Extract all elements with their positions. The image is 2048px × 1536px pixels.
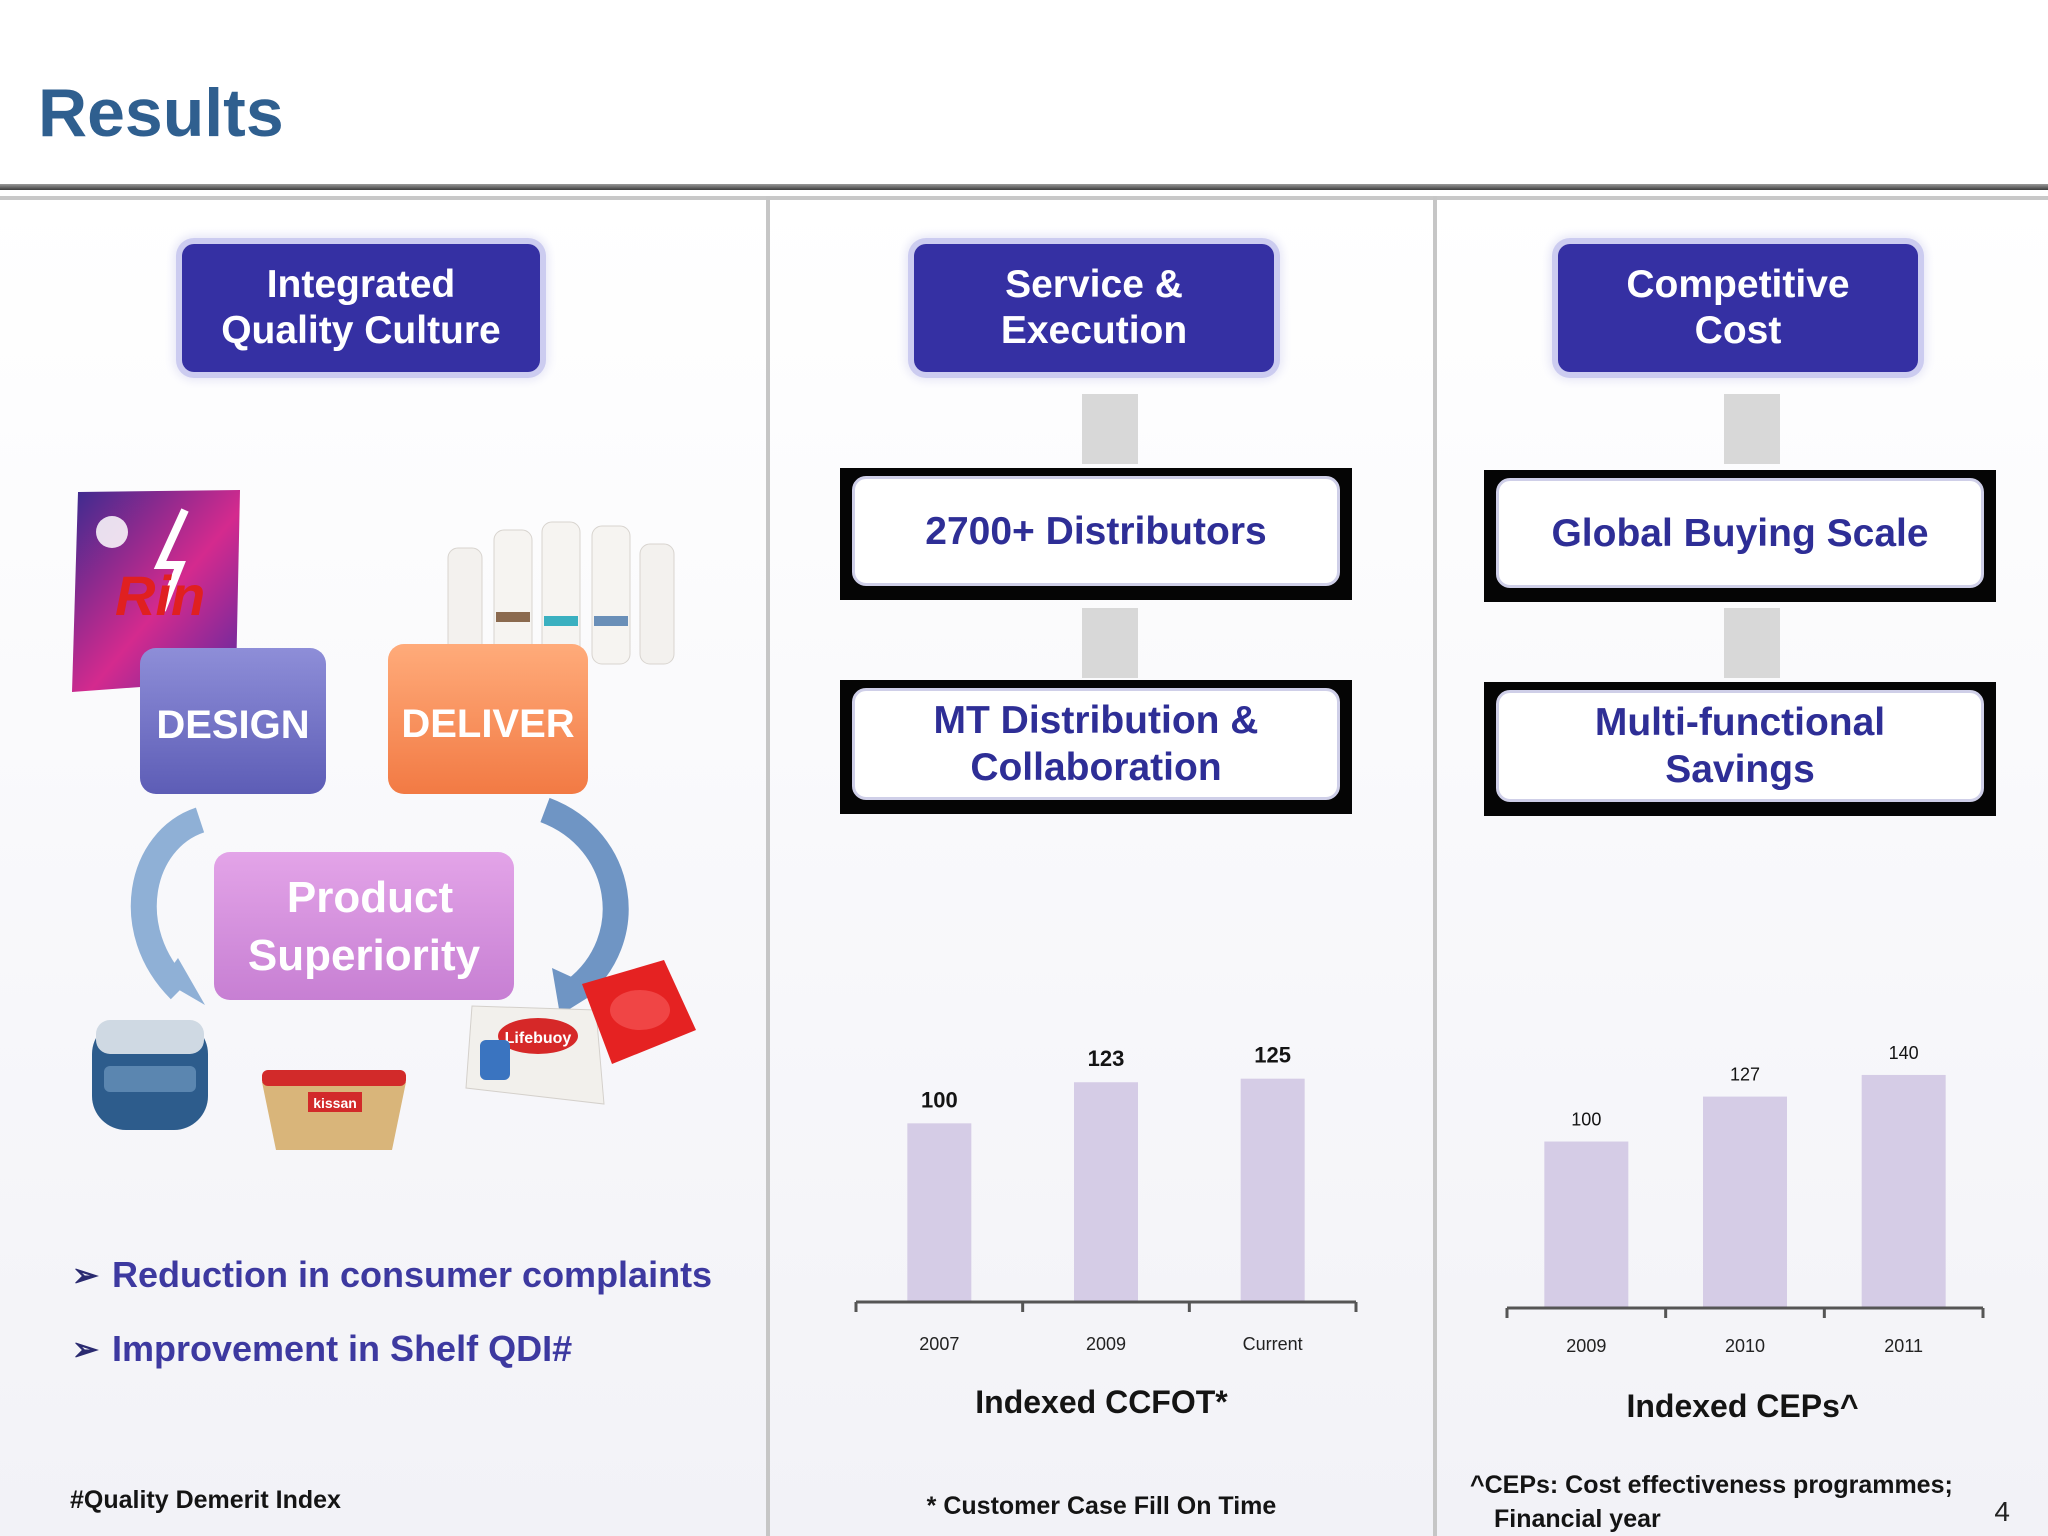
product-superiority-box: Product Superiority xyxy=(214,852,514,1000)
title-rule-light xyxy=(0,196,2048,200)
design-box: DESIGN xyxy=(140,648,326,794)
bar xyxy=(1240,1078,1305,1302)
x-tick-label: 2009 xyxy=(1566,1336,1606,1356)
kissan-tub-icon: kissan xyxy=(262,1070,406,1150)
bullet-text: Improvement in Shelf QDI# xyxy=(112,1328,573,1369)
x-tick-label: 2007 xyxy=(919,1334,959,1354)
cycle-arrow-right-icon xyxy=(539,797,629,1001)
deliver-box: DELIVER xyxy=(388,644,588,794)
title-rule xyxy=(0,184,2048,190)
global-buying-label: Global Buying Scale xyxy=(1551,511,1929,555)
ccfot-chart-title: Indexed CCFOT* xyxy=(975,1384,1228,1420)
lifebuoy-soap-icon: Lifebuoy xyxy=(465,960,696,1105)
data-label: 125 xyxy=(1254,1043,1291,1068)
x-tick-label: 2011 xyxy=(1884,1336,1923,1356)
column-divider-1 xyxy=(766,196,770,1536)
service-footnote: * Customer Case Fill On Time xyxy=(926,1492,1277,1520)
bar xyxy=(1544,1141,1629,1308)
quality-footnote: #Quality Demerit Index xyxy=(70,1486,341,1514)
product-superiority-line-2: Superiority xyxy=(248,931,481,980)
slide-title: Results xyxy=(38,75,284,151)
ceps-chart-svg: 100 2009 127 2010 140 2011 xyxy=(1505,1043,1985,1356)
arrow-bullet-icon: ➢ xyxy=(72,1257,99,1293)
distributors-box: 2700+ Distributors xyxy=(840,468,1352,600)
ceps-chart-title: Indexed CEPs^ xyxy=(1626,1388,1859,1424)
cost-header-line-2: Cost xyxy=(1694,309,1782,352)
cost-header-line-1: Competitive xyxy=(1626,263,1850,306)
shampoo-bottles-icon xyxy=(447,521,675,665)
service-header: Service & Execution xyxy=(914,244,1274,372)
x-tick-label: Current xyxy=(1243,1334,1303,1354)
mt-distribution-box: MT Distribution & Collaboration xyxy=(840,680,1352,814)
kissan-logo-text: kissan xyxy=(313,1095,357,1111)
bullet-item: ➢ Improvement in Shelf QDI# xyxy=(72,1312,712,1386)
cost-footnote-line-2: Financial year xyxy=(1494,1505,1661,1533)
x-tick-label: 2009 xyxy=(1086,1334,1126,1354)
data-label: 127 xyxy=(1730,1065,1760,1085)
quality-header: Integrated Quality Culture xyxy=(182,244,540,372)
lifebuoy-logo-text: Lifebuoy xyxy=(505,1030,572,1047)
bullet-item: ➢ Reduction in consumer complaints xyxy=(72,1238,712,1312)
bar xyxy=(1861,1074,1946,1308)
rin-pack-icon: Rin xyxy=(72,490,240,692)
x-tick-label: 2010 xyxy=(1725,1336,1765,1356)
ccfot-chart: 100 2007 123 2009 125 Current xyxy=(770,960,1433,1380)
cost-connector-2 xyxy=(1724,608,1780,678)
cost-footnote: ^CEPs: Cost effectiveness programmes; Fi… xyxy=(1470,1468,1953,1536)
vaseline-jar-icon xyxy=(92,1020,208,1130)
deliver-label: DELIVER xyxy=(401,702,574,746)
cost-footnote-line-1: ^CEPs: Cost effectiveness programmes; xyxy=(1470,1471,1953,1499)
service-connector-1 xyxy=(1082,394,1138,464)
mt-distribution-line-2: Collaboration xyxy=(970,746,1222,789)
data-label: 123 xyxy=(1088,1046,1125,1071)
bar xyxy=(1703,1096,1787,1308)
quality-results-list: ➢ Reduction in consumer complaints ➢ Imp… xyxy=(72,1238,712,1386)
arrow-bullet-icon: ➢ xyxy=(72,1331,99,1367)
cost-connector-1 xyxy=(1724,394,1780,464)
multi-functional-line-1: Multi-functional xyxy=(1594,701,1886,744)
service-header-line-2: Execution xyxy=(1000,309,1188,352)
ccfot-chart-svg: 100 2007 123 2009 125 Current xyxy=(854,1043,1358,1354)
global-buying-box: Global Buying Scale xyxy=(1484,470,1996,602)
page-number: 4 xyxy=(1994,1496,2010,1527)
cycle-arrow-left-icon xyxy=(130,807,205,1000)
design-label: DESIGN xyxy=(156,703,309,747)
distributors-label: 2700+ Distributors xyxy=(925,509,1267,553)
product-superiority-line-1: Product xyxy=(287,873,454,922)
bar xyxy=(1074,1082,1138,1302)
service-header-line-1: Service & xyxy=(1005,263,1183,306)
bullet-text: Reduction in consumer complaints xyxy=(112,1254,713,1295)
quality-header-line-1: Integrated xyxy=(266,263,456,306)
multi-functional-line-2: Savings xyxy=(1665,748,1815,791)
mt-distribution-line-1: MT Distribution & xyxy=(933,699,1259,742)
bar xyxy=(907,1123,972,1302)
rin-logo-text: Rin xyxy=(115,564,205,627)
data-label: 100 xyxy=(921,1087,958,1112)
cost-header: Competitive Cost xyxy=(1558,244,1918,372)
ceps-chart: 100 2009 127 2010 140 2011 xyxy=(1437,1010,2048,1380)
data-label: 140 xyxy=(1889,1043,1919,1063)
quality-cycle-illustration: Rin DESIGN DELIVER xyxy=(0,470,766,1190)
data-label: 100 xyxy=(1571,1110,1601,1130)
quality-header-line-2: Quality Culture xyxy=(221,309,501,352)
service-connector-2 xyxy=(1082,608,1138,678)
multi-functional-box: Multi-functional Savings xyxy=(1484,682,1996,816)
column-divider-2 xyxy=(1433,196,1437,1536)
